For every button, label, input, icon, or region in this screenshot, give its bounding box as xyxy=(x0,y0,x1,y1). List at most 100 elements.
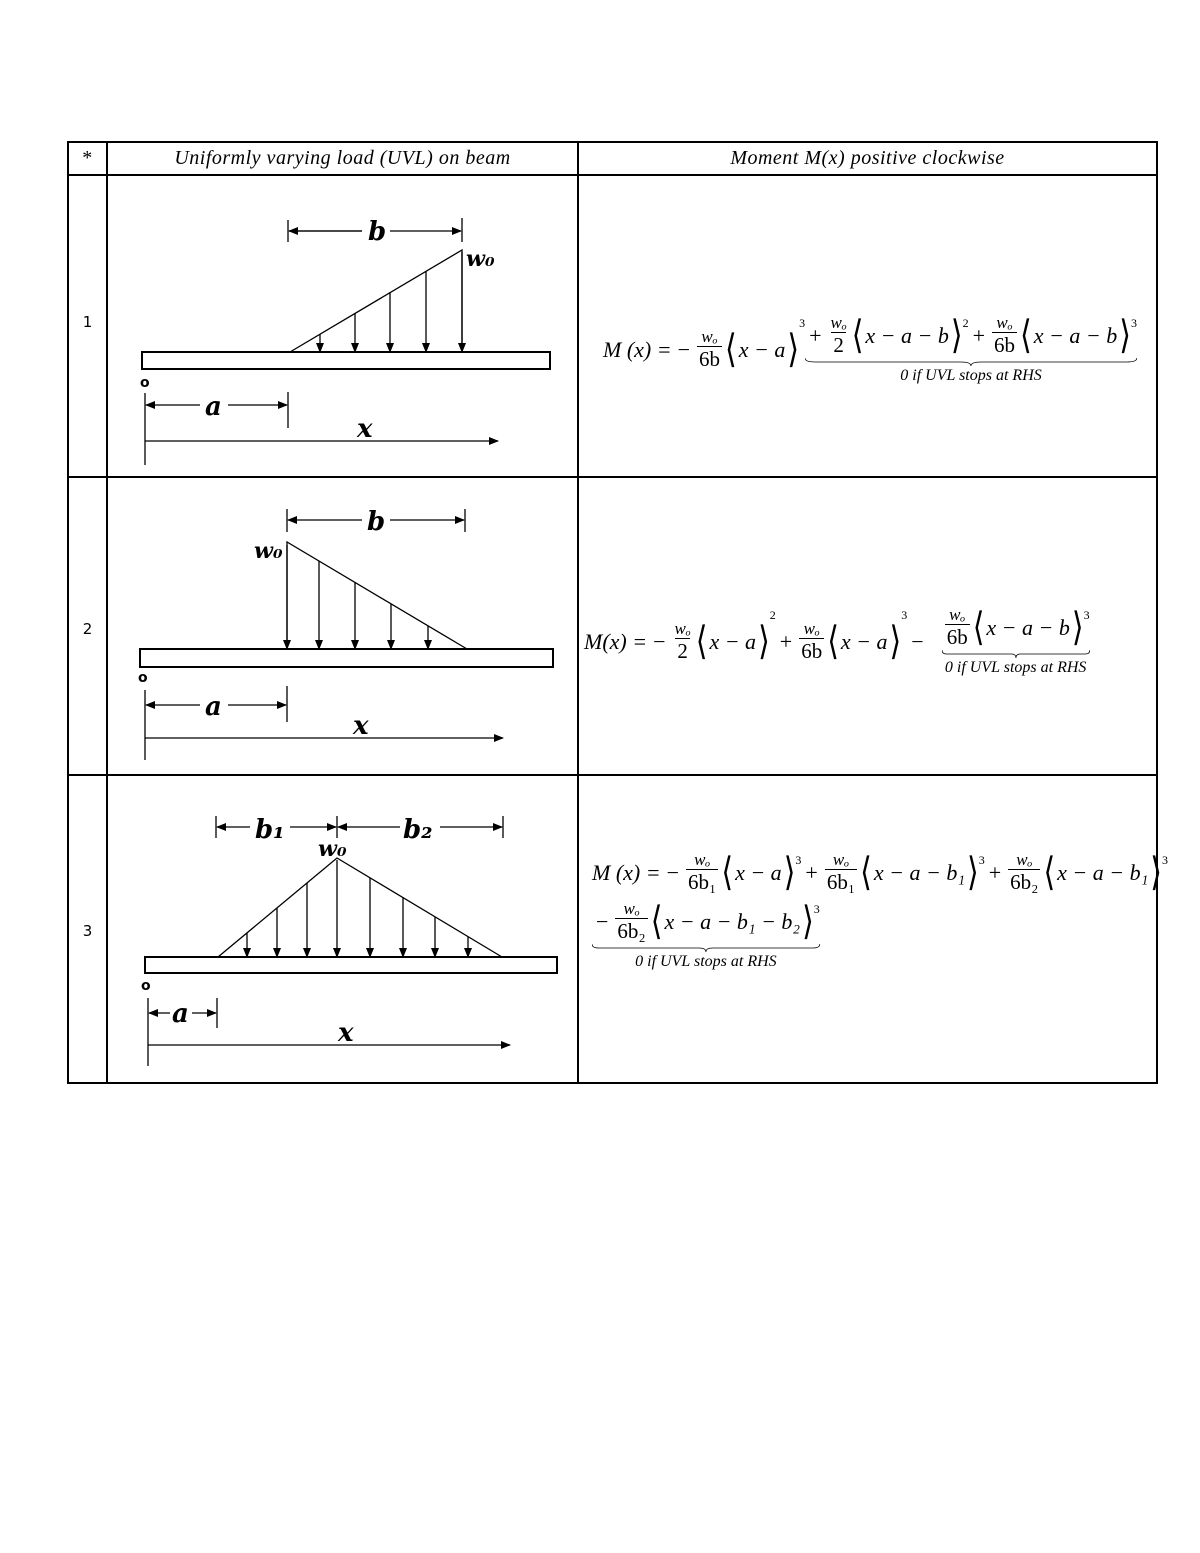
table-border-top xyxy=(68,141,1158,143)
label-w0: w₀ xyxy=(318,836,347,862)
table-border-right xyxy=(1156,141,1158,1084)
left-angle-bracket: ⟨ xyxy=(695,620,708,663)
macaulay-argument: x − a xyxy=(709,628,757,654)
header-moment: Moment M(x) positive clockwise xyxy=(730,147,1005,169)
fraction: wₒ 6b₁ xyxy=(686,851,719,894)
macaulay-argument: x − a − b₁ xyxy=(873,859,965,885)
label-w0: w₀ xyxy=(466,246,495,272)
moment-formula-3: M (x) = − wₒ 6b₁ ⟨ x − a ⟩ 3 + wₒ 6b₁ ⟨ x − a − b₁ ⟩ 3… xyxy=(592,851,1168,977)
right-angle-bracket: ⟩ xyxy=(783,851,796,894)
label-x: x xyxy=(352,711,369,741)
dimension-b xyxy=(287,218,463,242)
formula-line: M (x) = − wₒ 6b ⟨ x − a ⟩ 3 + wₒ 2 ⟨ x − a − b ⟩ 2 + wₒ 6… xyxy=(603,314,1137,385)
label-a: a xyxy=(205,392,222,422)
left-angle-bracket: ⟨ xyxy=(1020,314,1032,357)
denominator: 2 xyxy=(831,332,846,357)
macaulay-argument: x − a xyxy=(738,336,786,362)
exponent: 3 xyxy=(799,316,806,330)
load-triangle xyxy=(217,857,503,958)
underbrace-label: 0 if UVL stops at RHS xyxy=(635,953,777,970)
dimension-b xyxy=(286,509,466,532)
fraction: wₒ 2 xyxy=(829,314,849,358)
label-origin: o xyxy=(141,978,151,994)
term-sign: − xyxy=(677,336,691,362)
exponent: 3 xyxy=(1083,608,1090,622)
numerator: wₒ xyxy=(1016,850,1033,869)
term-sign: − xyxy=(911,628,924,654)
load-triangle xyxy=(286,540,468,650)
right-angle-bracket: ⟩ xyxy=(1119,314,1131,357)
term-sign: − xyxy=(666,859,680,885)
header-load-diagram: Uniformly varying load (UVL) on beam xyxy=(174,147,511,169)
numerator: wₒ xyxy=(701,327,718,346)
underbrace-group: − wₒ 6b₂ ⟨ x − a − b₁ − b₂ ⟩ 3 0 if UVL stops a… xyxy=(592,900,820,971)
label-a: a xyxy=(172,999,189,1029)
macaulay-argument: x − a − b xyxy=(1033,322,1118,348)
fraction: wₒ 6b xyxy=(944,605,970,649)
exponent: 2 xyxy=(962,316,969,330)
macaulay-argument: x − a − b xyxy=(865,322,949,348)
formula-lhs: M (x) = xyxy=(603,336,672,362)
right-angle-bracket: ⟩ xyxy=(1071,606,1084,649)
fraction: wₒ 6b₁ xyxy=(824,851,858,894)
header-index: * xyxy=(82,147,93,169)
fraction: wₒ 2 xyxy=(673,620,693,664)
left-angle-bracket: ⟨ xyxy=(972,606,985,649)
right-angle-bracket: ⟩ xyxy=(1150,851,1162,894)
label-a: a xyxy=(205,692,222,722)
formula-line: M (x) = − wₒ 6b₁ ⟨ x − a ⟩ 3 + wₒ 6b₁ ⟨ x − a − b₁ ⟩ 3… xyxy=(592,850,1168,895)
left-angle-bracket: ⟨ xyxy=(721,851,734,894)
exponent: 3 xyxy=(978,853,985,867)
exponent: 3 xyxy=(813,902,820,916)
row-divider xyxy=(68,774,1158,776)
diagram-3 xyxy=(144,816,558,1066)
left-angle-bracket: ⟨ xyxy=(827,620,839,663)
term-sign: + xyxy=(809,322,822,348)
underbrace-icon xyxy=(942,649,1090,659)
underbrace-label: 0 if UVL stops at RHS xyxy=(900,367,1042,384)
numerator: wₒ xyxy=(949,605,966,624)
label-origin: o xyxy=(140,375,150,391)
denominator: 2 xyxy=(675,638,690,663)
formula-lhs: M (x) = xyxy=(592,859,661,885)
left-angle-bracket: ⟨ xyxy=(851,314,864,357)
table-border-bottom xyxy=(68,1082,1158,1084)
column-divider xyxy=(577,141,579,1084)
denominator: 6b xyxy=(697,346,723,371)
fraction: wₒ 6b xyxy=(992,313,1018,357)
left-angle-bracket: ⟨ xyxy=(725,328,737,371)
denominator: 6b₁ xyxy=(686,869,719,894)
table-border-left xyxy=(67,141,69,1084)
term-sign: + xyxy=(988,859,1002,885)
right-angle-bracket: ⟩ xyxy=(802,900,814,943)
underbrace-group: + wₒ 2 ⟨ x − a − b ⟩ 2 + wₒ 6b ⟨ x − a − b ⟩ 3 0 if UV… xyxy=(805,314,1137,385)
left-angle-bracket: ⟨ xyxy=(1043,851,1056,894)
braced-terms: + wₒ 2 ⟨ x − a − b ⟩ 2 + wₒ 6b ⟨ x − a − b ⟩ 3 xyxy=(805,313,1137,358)
exponent: 3 xyxy=(795,853,802,867)
macaulay-argument: x − a − b₁ xyxy=(1057,859,1149,885)
label-b: b xyxy=(368,217,386,247)
row-number: 1 xyxy=(82,313,93,331)
macaulay-argument: x − a − b xyxy=(986,614,1070,640)
right-angle-bracket: ⟩ xyxy=(966,851,979,894)
column-divider xyxy=(106,141,108,1084)
underbrace-icon xyxy=(592,943,820,953)
left-angle-bracket: ⟨ xyxy=(650,900,663,943)
denominator: 6b₂ xyxy=(615,918,648,943)
right-angle-bracket: ⟩ xyxy=(889,620,902,663)
row-divider xyxy=(68,476,1158,478)
label-w0: w₀ xyxy=(254,538,283,564)
label-b1: b₁ xyxy=(255,815,285,845)
macaulay-argument: x − a xyxy=(735,859,782,885)
exponent: 2 xyxy=(769,608,776,622)
numerator: wₒ xyxy=(996,313,1013,332)
exponent: 3 xyxy=(1162,853,1168,867)
left-angle-bracket: ⟨ xyxy=(860,851,872,894)
dimension-a xyxy=(144,392,289,465)
term-sign: + xyxy=(972,322,986,348)
right-angle-bracket: ⟩ xyxy=(950,314,963,357)
denominator: 6b xyxy=(992,332,1018,357)
braced-terms: − wₒ 6b₂ ⟨ x − a − b₁ − b₂ ⟩ 3 xyxy=(592,900,820,944)
denominator: 6b₂ xyxy=(1008,869,1041,894)
